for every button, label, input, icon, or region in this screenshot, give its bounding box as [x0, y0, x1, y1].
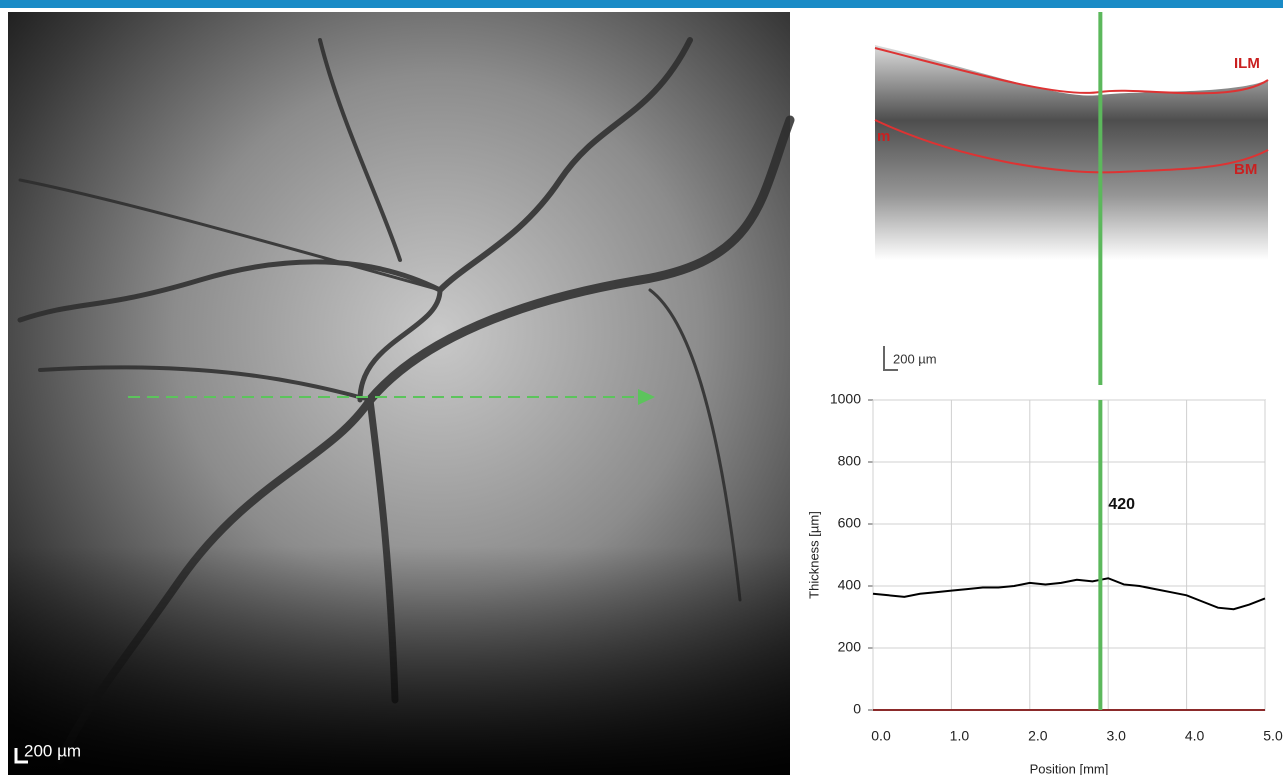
y-tick-label: 200 [838, 639, 862, 655]
x-axis-label: Position [mm] [1030, 761, 1109, 775]
oct-label: ILM [1234, 55, 1260, 72]
fundus-image [8, 12, 790, 775]
marker-value: 420 [1108, 496, 1135, 513]
oct-label: m [877, 128, 890, 145]
x-tick-label: 1.0 [950, 728, 970, 744]
figure: 200 µm ILM m BM 200 µm 0 200 400 600 800 1000… [0, 0, 1283, 775]
y-tick-label: 600 [838, 515, 862, 531]
top-bar [0, 0, 1283, 8]
page: 200 µm ILM m BM 200 µm 0 200 400 600 800 1000… [0, 0, 1283, 775]
y-tick-label: 0 [853, 701, 861, 717]
x-tick-label: 4.0 [1185, 728, 1205, 744]
x-tick-label: 0.0 [871, 728, 891, 744]
y-axis-label: Thickness [µm] [806, 511, 821, 599]
x-tick-label: 5.0 [1263, 728, 1283, 744]
y-tick-label: 800 [838, 453, 862, 469]
x-tick-label: 2.0 [1028, 728, 1048, 744]
oct-label: BM [1234, 161, 1257, 178]
y-tick-label: 400 [838, 577, 862, 593]
scale-label: 200 µm [893, 351, 937, 366]
x-tick-label: 3.0 [1106, 728, 1126, 744]
y-tick-label: 1000 [830, 391, 861, 407]
oct-image [875, 45, 1268, 260]
scale-label: 200 µm [24, 741, 81, 760]
plot-area [873, 400, 1265, 710]
